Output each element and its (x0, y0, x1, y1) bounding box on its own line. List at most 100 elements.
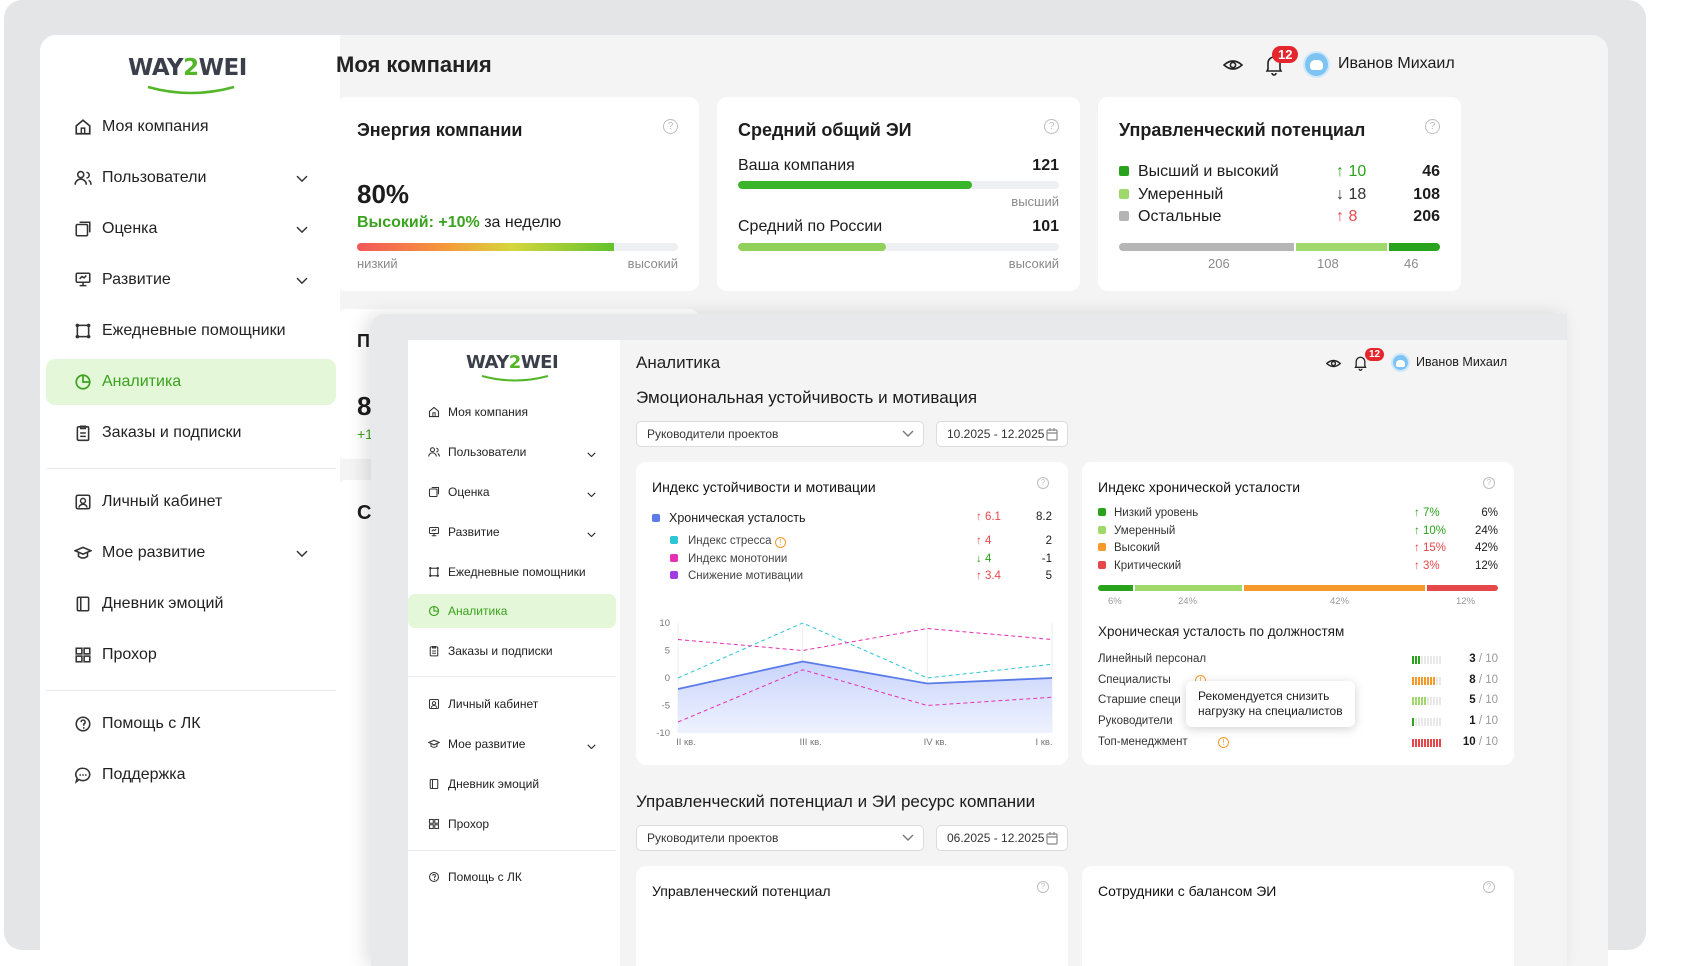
help-icon[interactable]: ? (1037, 881, 1049, 893)
energy-bar (357, 243, 678, 251)
sidebar-item-label: Аналитика (102, 373, 182, 390)
energy-delta: Высокий: +10% за неделю (357, 214, 562, 231)
date-range-input-2[interactable]: 06.2025 - 12.2025 (936, 825, 1068, 851)
axis-label: 206 (1208, 256, 1230, 271)
logo[interactable]: WAY2WEI (128, 55, 258, 99)
bell-icon[interactable] (1354, 355, 1367, 376)
role-select-2[interactable]: Руководители проектов (636, 825, 924, 851)
level-segment (1421, 676, 1423, 685)
sidebar-item[interactable]: Помощь с ЛК (46, 701, 336, 747)
diary-icon (74, 595, 92, 613)
level-segment (1427, 697, 1429, 706)
sidebar-item[interactable]: Мое развитие (46, 530, 336, 576)
axis-label: 108 (1317, 256, 1339, 271)
warning-icon[interactable]: ! (1218, 736, 1229, 748)
level-segment (1439, 676, 1441, 685)
help-icon[interactable]: ? (1044, 119, 1059, 134)
sidebar-item[interactable]: Аналитика (408, 594, 616, 628)
sidebar-item[interactable]: Поддержка (46, 752, 336, 798)
legend-main-value: 8.2 (1036, 511, 1052, 523)
calendar-icon (1046, 428, 1058, 441)
chevron-down-icon (296, 271, 308, 289)
company-tag: высший (1011, 194, 1059, 209)
card-title: Сотрудники с балансом ЭИ (1098, 883, 1277, 899)
logo[interactable]: WAY2WEI (466, 352, 559, 382)
level-segment (1436, 718, 1438, 727)
help-icon[interactable]: ? (1425, 119, 1440, 134)
stability-card: Индекс устойчивости и мотивации ? Хронич… (636, 462, 1068, 765)
front-window: WAY2WEI Моя компания Пользователи Оценка Ра… (408, 340, 1567, 966)
eye-icon[interactable] (1325, 356, 1342, 376)
legend-delta: ↑ 7% (1414, 507, 1440, 519)
sidebar-item[interactable]: Пользователи (46, 155, 336, 201)
sidebar-item-label: Моя компания (448, 405, 528, 419)
help-icon[interactable]: ? (663, 119, 678, 134)
legend-value: 2 (1045, 535, 1052, 547)
level-segment (1418, 676, 1420, 685)
sidebar-item[interactable]: Оценка (408, 475, 616, 509)
user-name[interactable]: Иванов Михаил (1416, 355, 1508, 369)
y-tick-label: -5 (662, 701, 670, 712)
avatar[interactable] (1391, 353, 1410, 372)
sidebar-item[interactable]: Прохор (408, 807, 616, 841)
level-segment (1418, 738, 1420, 747)
help-icon[interactable]: ? (1483, 881, 1495, 893)
sidebar-item[interactable]: Заказы и подписки (408, 634, 616, 668)
level-segment (1433, 738, 1435, 747)
sidebar-item[interactable]: Моя компания (408, 395, 616, 429)
sidebar-item[interactable]: Дневник эмоций (46, 581, 336, 627)
warning-icon[interactable]: ! (774, 537, 786, 548)
sidebar: WAY2WEI Моя компания Пользователи Оценка Ра… (40, 35, 340, 966)
sidebar-item[interactable]: Пользователи (408, 435, 616, 469)
level-bar (1412, 718, 1441, 727)
sidebar-item-label: Аналитика (448, 604, 508, 618)
level-segment (1430, 697, 1432, 706)
sidebar-item-label: Помощь с ЛК (448, 870, 522, 884)
user-name[interactable]: Иванов Михаил (1338, 55, 1455, 72)
page-title: Моя компания (336, 52, 492, 77)
sidebar-item[interactable]: Личный кабинет (408, 687, 616, 721)
sidebar-item[interactable]: Аналитика (46, 359, 336, 405)
help-icon[interactable]: ? (1037, 477, 1049, 489)
level-segment (1412, 738, 1414, 747)
users-icon (74, 169, 92, 187)
sidebar-item[interactable]: Развитие (46, 257, 336, 303)
legend-value: 12% (1474, 559, 1498, 572)
calendar-icon (1046, 832, 1058, 845)
level-segment (1415, 718, 1417, 727)
level-segment (1439, 656, 1441, 664)
level-segment (1424, 718, 1426, 727)
my-development-icon (74, 544, 92, 562)
sidebar-item[interactable]: Развитие (408, 515, 616, 549)
position-score: 1 / 10 (1469, 715, 1498, 728)
grid-icon (74, 646, 92, 664)
my-development-icon (428, 738, 440, 750)
help-icon[interactable]: ? (1483, 477, 1495, 489)
eye-icon[interactable] (1222, 55, 1244, 80)
russia-label: Средний по России (738, 218, 883, 235)
sidebar-item-label: Оценка (448, 485, 490, 499)
level-segment (1418, 697, 1420, 706)
date-range-input[interactable]: 10.2025 - 12.2025 (936, 421, 1068, 447)
avatar[interactable] (1303, 51, 1330, 78)
axis-label: 6% (1108, 596, 1122, 607)
sidebar-item[interactable]: Ежедневные помощники (46, 308, 336, 354)
sidebar-item[interactable]: Оценка (46, 206, 336, 252)
level-segment (1415, 738, 1417, 747)
sidebar-item-label: Дневник эмоций (102, 595, 224, 612)
russia-bar (738, 243, 1059, 251)
sidebar-item[interactable]: Ежедневные помощники (408, 555, 616, 589)
sidebar-item[interactable]: Помощь с ЛК (408, 860, 616, 894)
position-score: 3 / 10 (1469, 653, 1498, 665)
notification-badge: 12 (1365, 348, 1385, 361)
potential-bar (1119, 243, 1441, 251)
sidebar-item[interactable]: Дневник эмоций (408, 767, 616, 801)
role-select[interactable]: Руководители проектов (636, 421, 924, 447)
sidebar-item[interactable]: Личный кабинет (46, 479, 336, 525)
legend-main: Хроническая усталость (652, 511, 806, 525)
sidebar-item[interactable]: Заказы и подписки (46, 410, 336, 456)
sidebar-item[interactable]: Мое развитие (408, 727, 616, 761)
level-segment (1430, 738, 1432, 747)
sidebar-item[interactable]: Прохор (46, 632, 336, 678)
sidebar-item[interactable]: Моя компания (46, 104, 336, 150)
